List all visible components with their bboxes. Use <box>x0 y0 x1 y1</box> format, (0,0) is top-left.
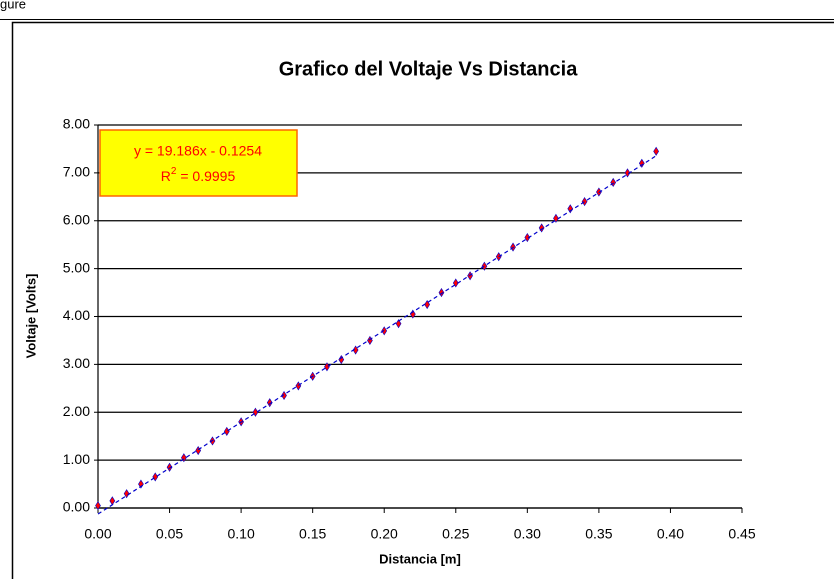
y-tick-label: 2.00 <box>63 403 90 419</box>
point <box>266 398 273 408</box>
point <box>424 299 431 310</box>
x-tick-label: 0.40 <box>657 526 684 542</box>
x-tick-label: 0.25 <box>442 526 469 542</box>
y-tick-label: 6.00 <box>63 211 90 227</box>
x-tick-label: 0.20 <box>371 526 398 542</box>
point <box>252 407 259 417</box>
point <box>624 168 631 178</box>
y-tick-label: 1.00 <box>63 451 90 467</box>
y-axis-label: Voltaje [Volts] <box>23 274 38 359</box>
r-squared-part: R <box>161 168 171 184</box>
r-squared-part: 2 <box>171 166 177 177</box>
point <box>352 345 359 355</box>
point <box>281 390 287 401</box>
annotation-box <box>99 129 298 197</box>
point <box>567 204 574 214</box>
top-text: gure <box>0 0 26 11</box>
x-tick-label: 0.15 <box>299 526 326 542</box>
x-axis-label: Distancia [m] <box>379 551 461 566</box>
equation: y = 19.186x - 0.1254 <box>134 143 262 159</box>
y-tick-label: 7.00 <box>63 164 90 180</box>
x-tick-label: 0.45 <box>728 526 755 542</box>
point <box>481 261 488 271</box>
trendline <box>97 155 657 515</box>
point <box>166 462 173 472</box>
x-tick-label: 0.10 <box>227 526 254 542</box>
y-tick-label: 8.00 <box>63 116 90 132</box>
point <box>123 489 130 499</box>
y-tick-label: 3.00 <box>63 355 90 371</box>
x-tick-label: 0.30 <box>514 526 541 542</box>
point <box>638 158 645 168</box>
y-tick-label: 5.00 <box>63 259 90 275</box>
point <box>95 501 101 511</box>
y-tick-label: 4.00 <box>63 307 90 323</box>
point <box>581 197 588 207</box>
y-tick-label: 0.00 <box>63 499 90 515</box>
point <box>538 223 545 233</box>
r-squared-part: = 0.9995 <box>176 168 235 184</box>
point <box>524 232 531 243</box>
chart-frame <box>11 21 834 579</box>
x-tick-label: 0.05 <box>156 526 183 542</box>
r-squared: R2 = 0.9995 <box>161 166 236 184</box>
point <box>653 146 659 156</box>
chart-title: Grafico del Voltaje Vs Distancia <box>279 58 579 80</box>
x-tick-label: 0.00 <box>84 526 111 542</box>
point <box>395 319 402 329</box>
x-tick-label: 0.35 <box>585 526 612 542</box>
